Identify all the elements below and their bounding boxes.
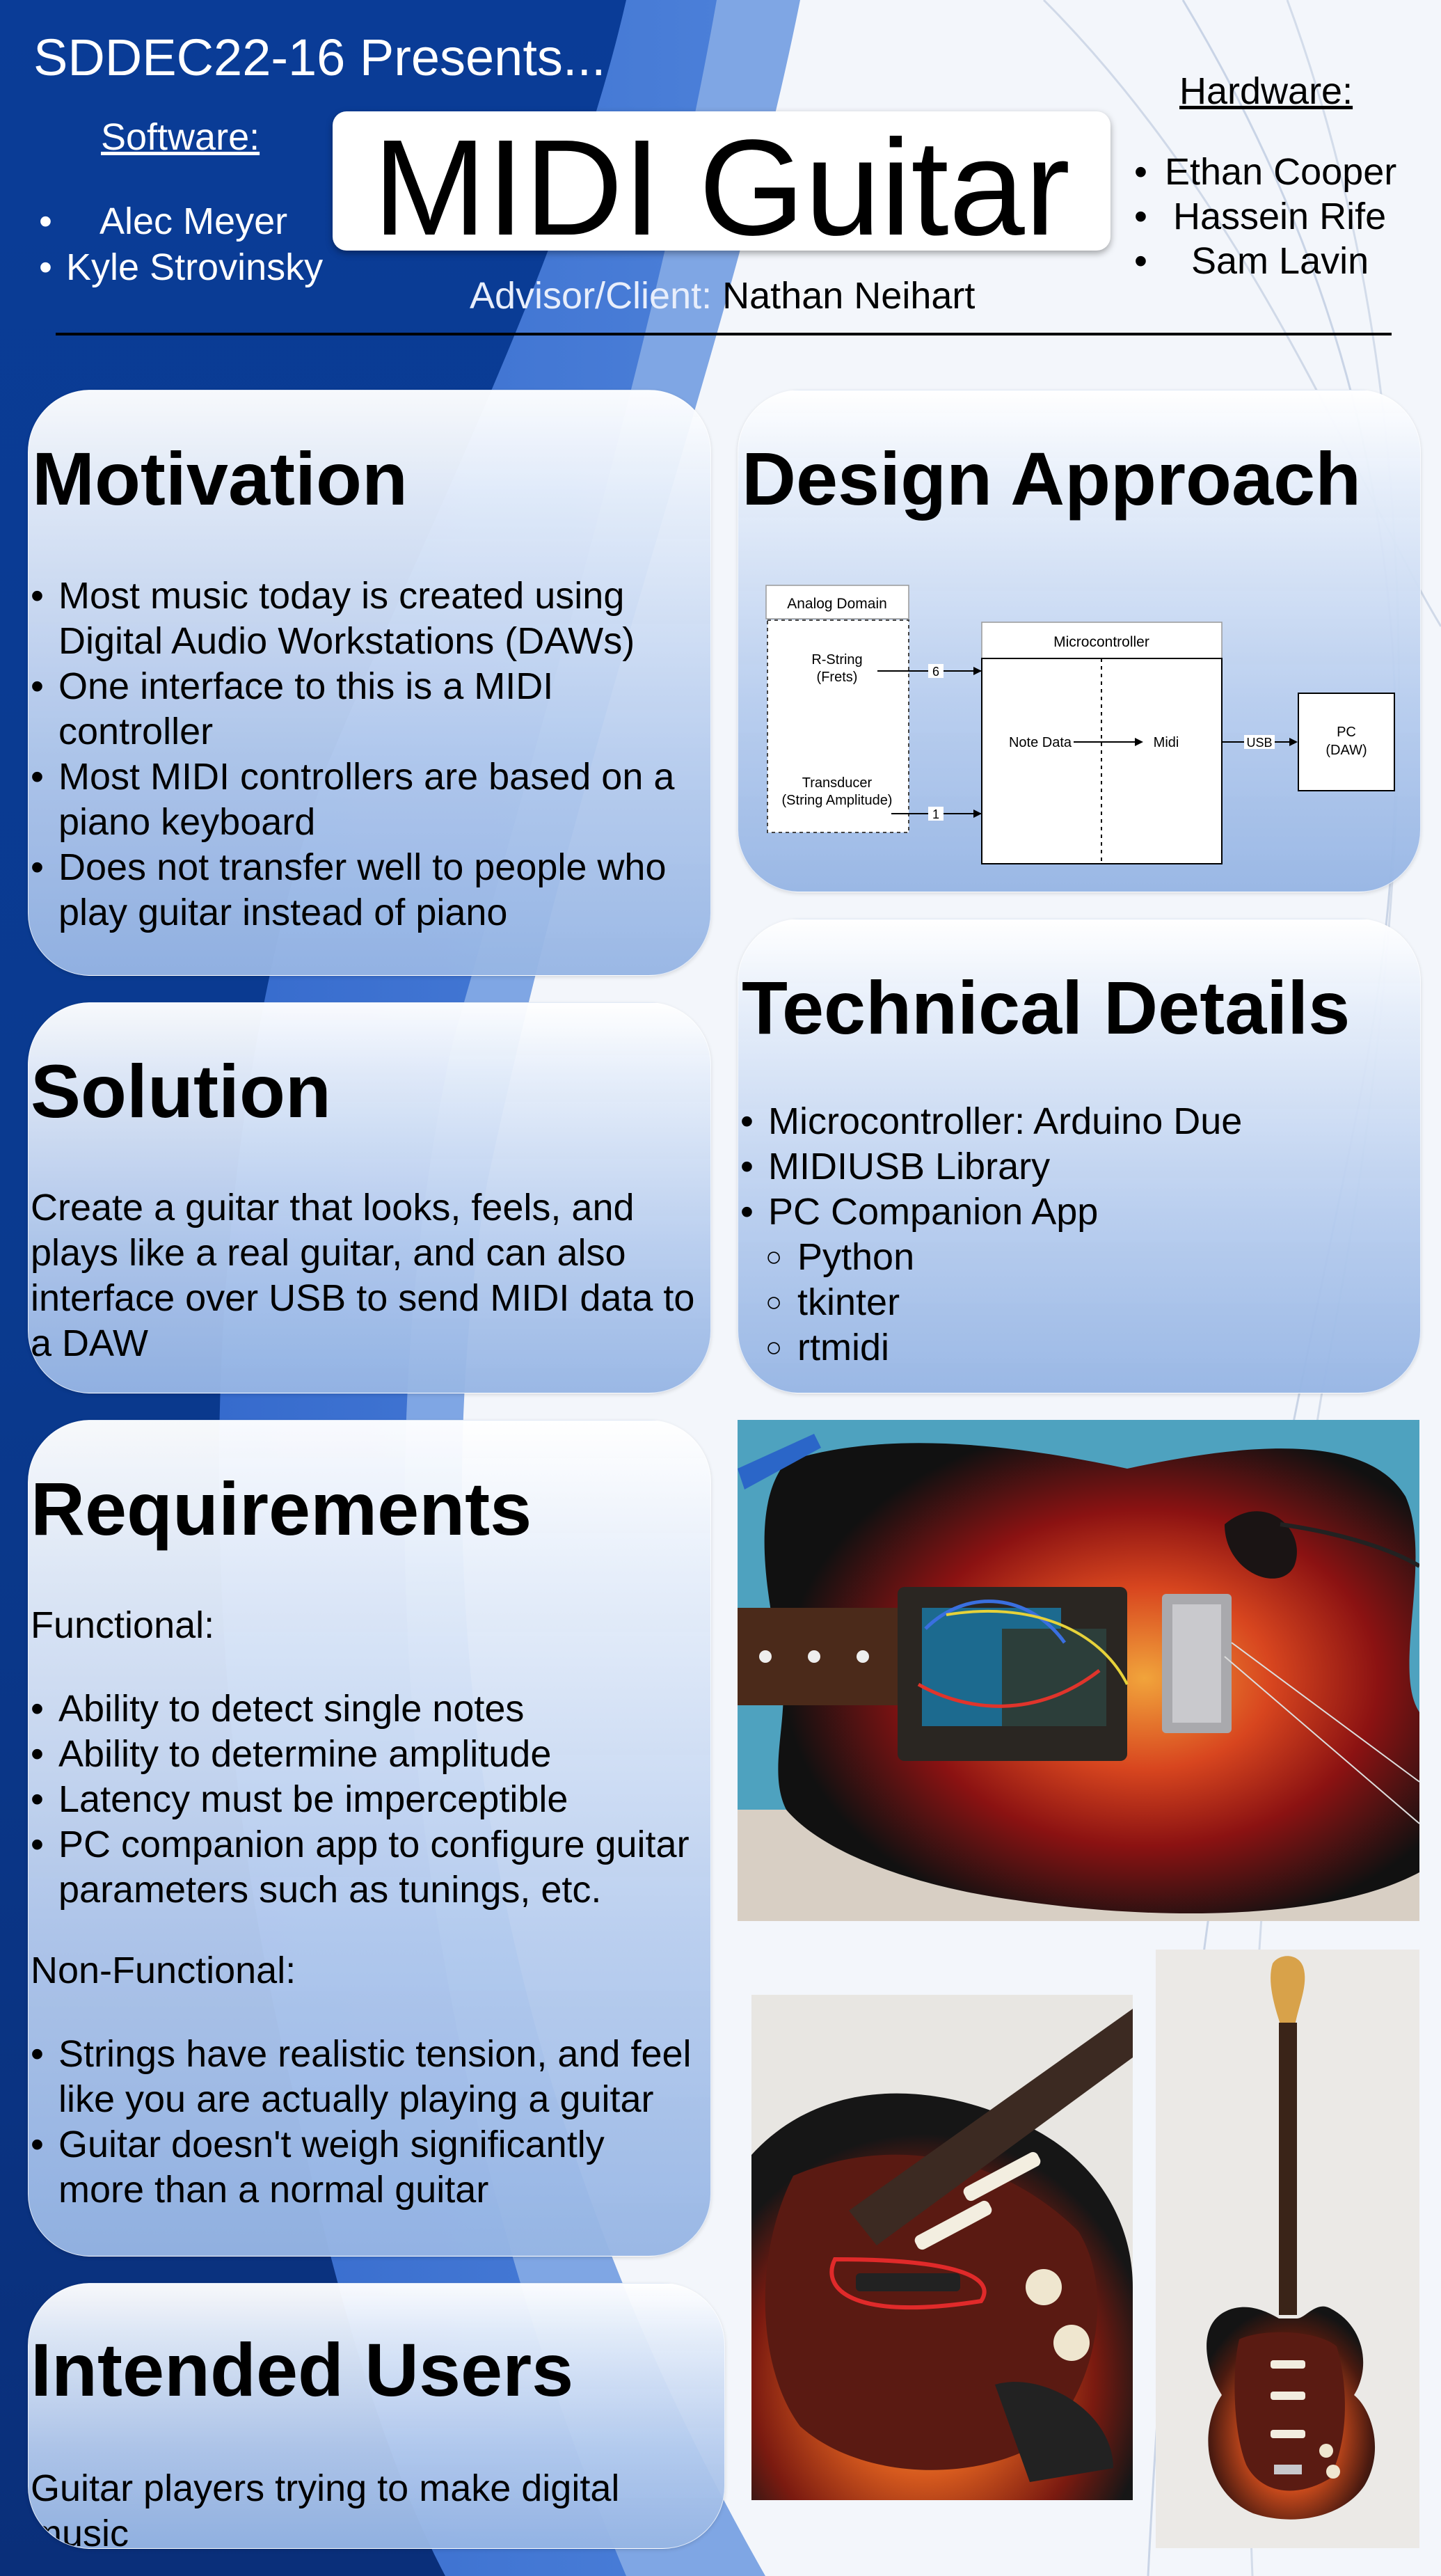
intended-users-title: Intended Users [31,2328,574,2412]
functional-label: Functional: [31,1604,215,1646]
hardware-member: • Ethan Cooper [1134,151,1397,193]
intended-users-text: Guitar players trying to make digital mu… [31,2467,620,2549]
note-data-label: Note Data [1009,735,1072,750]
functional-list: Ability to detect single notes Ability t… [31,1686,699,1913]
list-item: PC companion app to configure guitar par… [31,1822,699,1913]
requirements-card: Requirements Functional: Ability to dete… [28,1420,711,2257]
list-item: tkinter [740,1280,1401,1325]
technical-details-title: Technical Details [742,965,1351,1050]
arrow-head-icon [1135,738,1143,746]
hardware-member: • Sam Lavin [1134,240,1369,282]
solution-card: Solution Create a guitar that looks, fee… [28,1002,711,1393]
frets-label: (Frets) [817,670,858,685]
title-box: MIDI Guitar [333,111,1110,256]
list-item: MIDIUSB Library [740,1144,1401,1190]
hardware-member: • Hassein Rife [1134,196,1387,237]
list-item: rtmidi [740,1325,1401,1370]
list-item: Microcontroller: Arduino Due [740,1099,1401,1144]
advisor-name: Nathan Neihart [722,275,976,317]
design-approach-card: Design Approach Analog Domain R-String (… [738,390,1421,892]
nonfunctional-list: Strings have realistic tension, and feel… [31,2032,699,2213]
list-item: Does not transfer well to people who pla… [31,845,692,935]
transducer-count: 1 [932,807,939,821]
software-members: • Alec Meyer • Kyle Strovinsky [33,198,323,290]
advisor-line: Advisor/Client: Nathan Neihart [470,277,975,315]
solution-text: Create a guitar that looks, feels, and p… [31,1187,695,1364]
full-guitar-photo [1156,1950,1419,2548]
frets-count: 6 [932,665,939,679]
arrow-head-icon [973,667,982,675]
technical-list: Microcontroller: Arduino Due MIDIUSB Lib… [740,1099,1401,1235]
list-item: Guitar doesn't weigh significantly more … [31,2122,699,2213]
motivation-card: Motivation Most music today is created u… [28,390,711,976]
pc-label: PC [1337,725,1356,740]
motivation-title: Motivation [32,436,408,521]
hardware-members: • Ethan Cooper • Hassein Rife • Sam Lavin [1134,150,1396,283]
presents-text: SDDEC22-16 Presents... [33,29,606,86]
intended-users-card: Intended Users Guitar players trying to … [28,2283,725,2549]
list-item: Ability to determine amplitude [31,1732,699,1777]
arrow-head-icon [973,809,982,818]
list-item: Most MIDI controllers are based on a pia… [31,754,692,845]
hardware-heading: Hardware: [1179,70,1353,112]
midi-label: Midi [1154,735,1179,750]
list-item: Ability to detect single notes [31,1686,699,1732]
requirements-title: Requirements [31,1467,532,1551]
list-item: PC Companion App [740,1190,1401,1235]
software-member: • Alec Meyer [39,200,288,242]
list-item: Strings have realistic tension, and feel… [31,2032,699,2122]
technical-details-card: Technical Details Microcontroller: Ardui… [738,919,1421,1393]
list-item: One interface to this is a MIDI controll… [31,664,692,754]
r-string-label: R-String [811,652,862,667]
design-approach-title: Design Approach [742,436,1362,521]
poster-title: MIDI Guitar [373,111,1070,264]
string-amplitude-label: (String Amplitude) [782,793,893,808]
list-item: Latency must be imperceptible [31,1777,699,1822]
motivation-list: Most music today is created using Digita… [31,574,692,935]
software-heading: Software: [101,116,260,158]
block-diagram: Analog Domain R-String (Frets) Transduce… [765,585,1395,864]
arrow-head-icon [1289,738,1298,746]
technical-sublist: Python tkinter rtmidi [740,1235,1401,1370]
guitar-internals-photo [738,1420,1419,1921]
nonfunctional-label: Non-Functional: [31,1950,296,1991]
software-member: • Kyle Strovinsky [39,246,324,288]
usb-label: USB [1246,736,1272,750]
solution-title: Solution [31,1049,331,1133]
advisor-label: Advisor/Client: [470,275,712,317]
analog-domain-label: Analog Domain [787,596,887,612]
microcontroller-label: Microcontroller [1053,634,1149,650]
transducer-label: Transducer [802,775,873,791]
daw-label: (DAW) [1325,743,1367,758]
header-divider [56,333,1392,335]
list-item: Most music today is created using Digita… [31,574,692,664]
list-item: Python [740,1235,1401,1280]
guitar-closeup-photo [751,1995,1133,2500]
